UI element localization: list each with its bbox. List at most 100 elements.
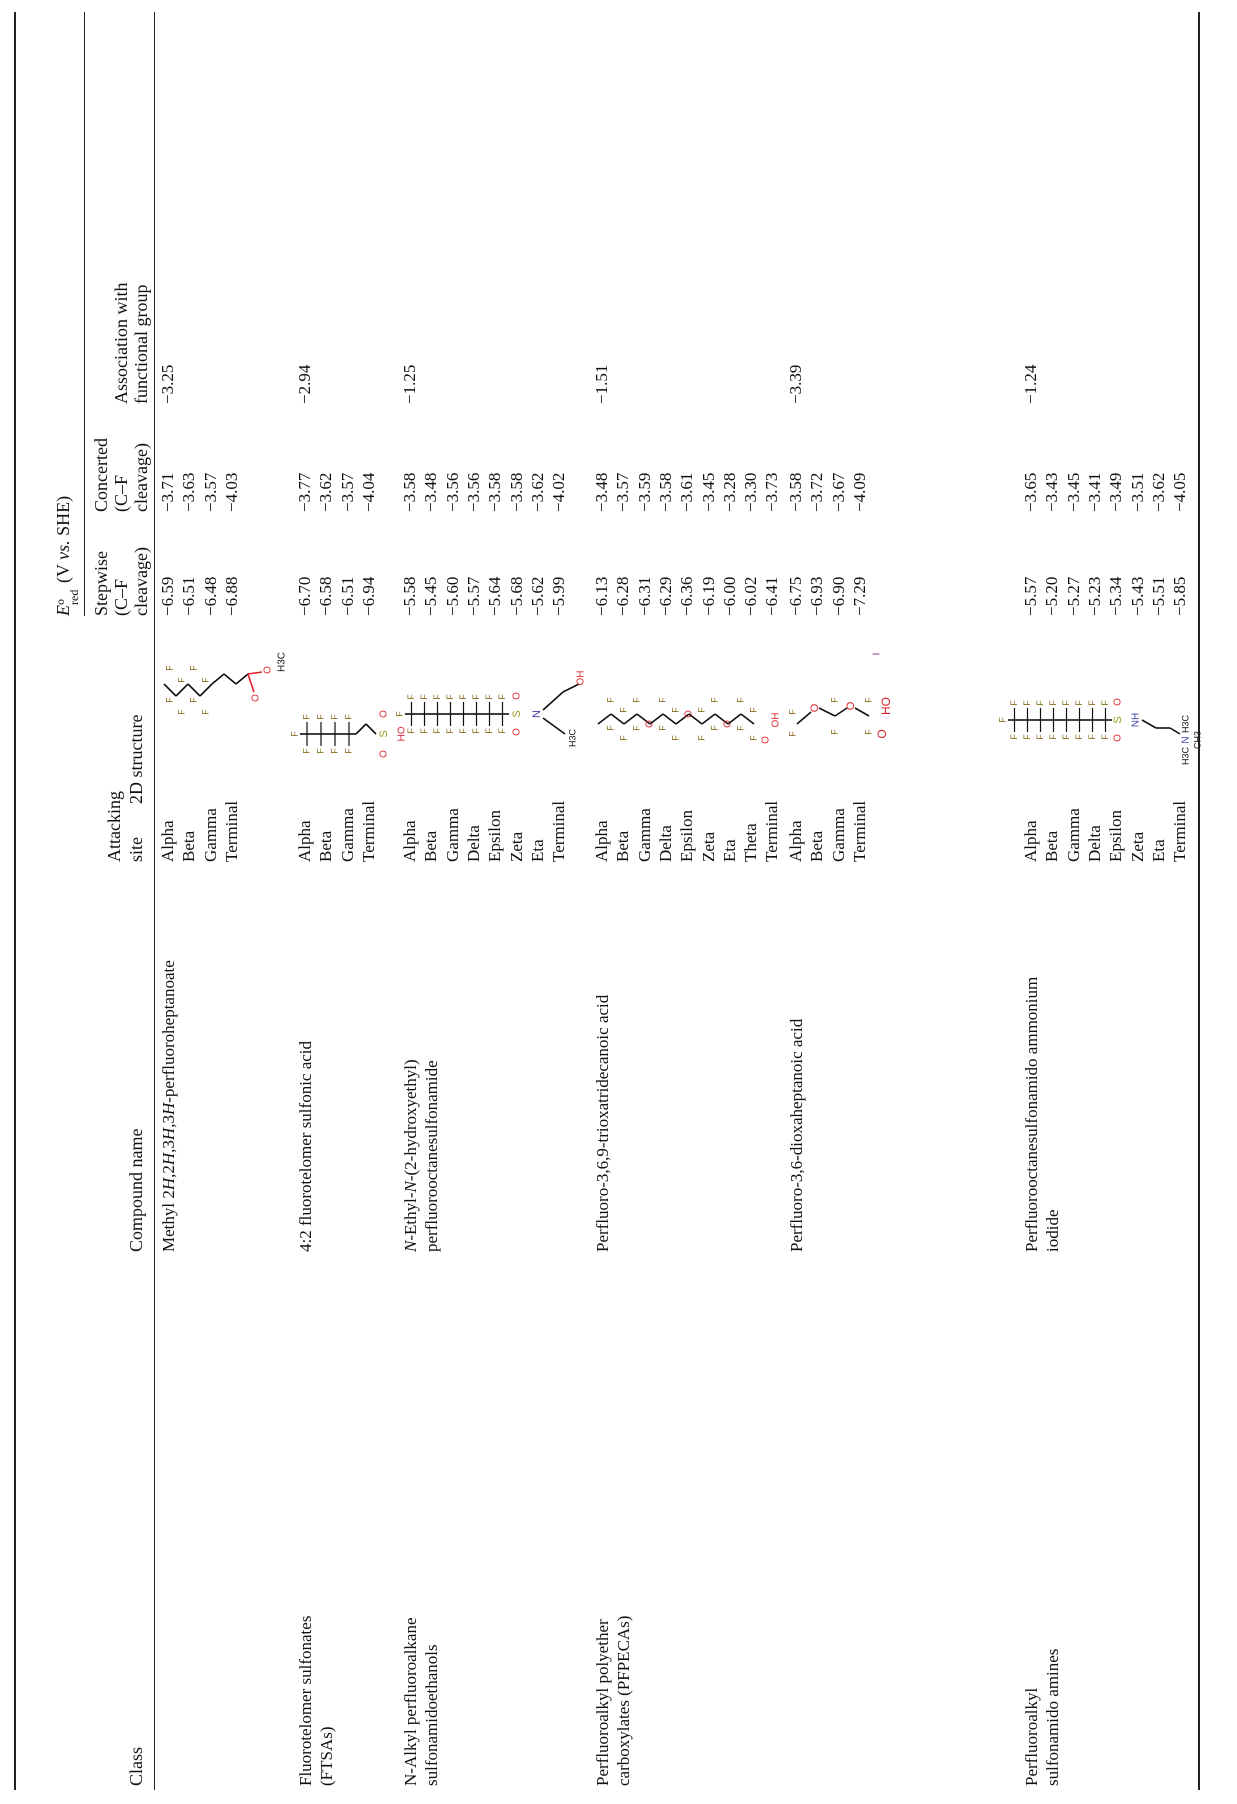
svg-text:HO: HO — [879, 697, 893, 715]
svg-text:NH: NH — [1131, 713, 1142, 727]
site-cell: Beta — [1042, 830, 1062, 862]
ered-units-pre: (V — [53, 559, 73, 583]
stepwise-value: −6.36 — [677, 576, 697, 616]
site-cell: Gamma — [337, 808, 357, 862]
stepwise-value: −6.13 — [592, 576, 611, 616]
stepwise-value: −6.31 — [634, 576, 654, 616]
svg-text:F: F — [200, 709, 210, 715]
site-cell: Zeta — [506, 831, 526, 862]
svg-text:F: F — [419, 728, 429, 734]
svg-text:F: F — [176, 677, 186, 683]
svg-text:F: F — [406, 694, 416, 700]
site-cell: Alpha — [1021, 820, 1040, 862]
svg-text:F: F — [696, 707, 706, 713]
concerted-value: −3.61 — [677, 472, 697, 512]
association-value: −3.39 — [786, 364, 805, 404]
compound-cell: Perfluorooctanesulfonamido ammonium — [1022, 976, 1041, 1252]
svg-text:F: F — [748, 707, 758, 713]
stepwise-value: −6.58 — [316, 576, 336, 616]
svg-text:F: F — [315, 714, 325, 720]
svg-text:F: F — [1022, 734, 1032, 740]
stepwise-value: −5.27 — [1063, 576, 1083, 616]
header-stepwise-3: cleavage) — [131, 547, 151, 616]
site-cell: Gamma — [442, 808, 462, 862]
stepwise-value: −5.57 — [463, 576, 483, 616]
svg-text:F: F — [484, 694, 494, 700]
svg-text:F: F — [787, 709, 797, 715]
svg-text:N: N — [1181, 736, 1192, 743]
concerted-value: −3.57 — [200, 472, 220, 512]
svg-text:F: F — [419, 694, 429, 700]
header-stepwise-1: Stepwise — [91, 551, 111, 616]
svg-text:OH: OH — [771, 713, 782, 728]
svg-text:F: F — [471, 694, 481, 700]
stepwise-value: −5.68 — [506, 576, 526, 616]
svg-text:F: F — [735, 725, 745, 731]
site-cell: Terminal — [1170, 800, 1190, 862]
stepwise-value: −5.57 — [1021, 576, 1040, 616]
svg-text:F: F — [605, 725, 615, 731]
svg-text:F: F — [458, 728, 468, 734]
association-value: −2.94 — [295, 364, 314, 404]
stepwise-value: −6.19 — [698, 576, 718, 616]
svg-text:F: F — [164, 665, 174, 671]
site-cell: Alpha — [786, 820, 805, 862]
svg-text:F: F — [432, 694, 442, 700]
site-cell: Eta — [527, 839, 547, 862]
concerted-value: −3.51 — [1127, 472, 1147, 512]
site-cell: Delta — [1084, 825, 1104, 862]
stepwise-value: −6.75 — [786, 576, 805, 616]
svg-text:F: F — [188, 665, 198, 671]
concerted-value: −3.30 — [741, 472, 761, 512]
svg-text:O: O — [1113, 698, 1124, 706]
association-value: −1.24 — [1021, 364, 1040, 404]
concerted-value: −3.43 — [1042, 472, 1062, 512]
stepwise-value: −6.88 — [221, 576, 241, 616]
stepwise-value: −6.28 — [613, 576, 633, 616]
site-cell: Epsilon — [677, 810, 697, 862]
stepwise-value: −5.34 — [1106, 576, 1126, 616]
svg-text:F: F — [618, 707, 628, 713]
stepwise-value: −5.85 — [1170, 576, 1190, 616]
concerted-value: −3.56 — [463, 472, 483, 512]
svg-text:F: F — [1048, 734, 1058, 740]
stepwise-value: −6.41 — [762, 576, 782, 616]
stepwise-value: −6.59 — [158, 576, 177, 616]
svg-text:O: O — [761, 736, 772, 744]
stepwise-value: −6.93 — [807, 576, 827, 616]
svg-text:I: I — [872, 653, 883, 656]
site-cell: Gamma — [1063, 808, 1083, 862]
stepwise-value: −6.51 — [179, 576, 199, 616]
concerted-value: −3.58 — [400, 472, 419, 512]
svg-text:F: F — [1009, 700, 1019, 706]
svg-text:F: F — [301, 748, 311, 754]
site-cell: Alpha — [400, 820, 419, 862]
svg-text:F: F — [1022, 700, 1032, 706]
concerted-value: −3.58 — [655, 472, 675, 512]
svg-text:F: F — [696, 735, 706, 741]
concerted-value: −3.62 — [527, 472, 547, 512]
stepwise-value: −6.70 — [295, 576, 314, 616]
class-cell: Perfluoroalkyl — [1022, 1687, 1041, 1786]
class-cell: carboxylates (PFPECAs) — [614, 1615, 634, 1786]
svg-text:F: F — [1100, 700, 1110, 706]
class-cell: sulfonamidoethanols — [422, 1644, 442, 1786]
concerted-value: −4.05 — [1170, 472, 1190, 512]
concerted-value: −3.58 — [786, 472, 805, 512]
svg-text:O: O — [263, 666, 274, 674]
svg-text:O: O — [512, 728, 523, 736]
svg-text:F: F — [1061, 734, 1071, 740]
svg-text:F: F — [605, 697, 615, 703]
compound-cell: Methyl 2H,2H,3H,3H-perfluoroheptanoate — [159, 960, 178, 1252]
header-stepwise-2: (C–F — [111, 578, 131, 616]
svg-text:F: F — [863, 697, 873, 703]
svg-text:F: F — [445, 694, 455, 700]
svg-text:F: F — [406, 728, 416, 734]
concerted-value: −4.03 — [221, 472, 241, 512]
association-value: −3.25 — [158, 364, 177, 404]
svg-text:S: S — [378, 730, 390, 737]
concerted-value: −3.62 — [1148, 472, 1168, 512]
